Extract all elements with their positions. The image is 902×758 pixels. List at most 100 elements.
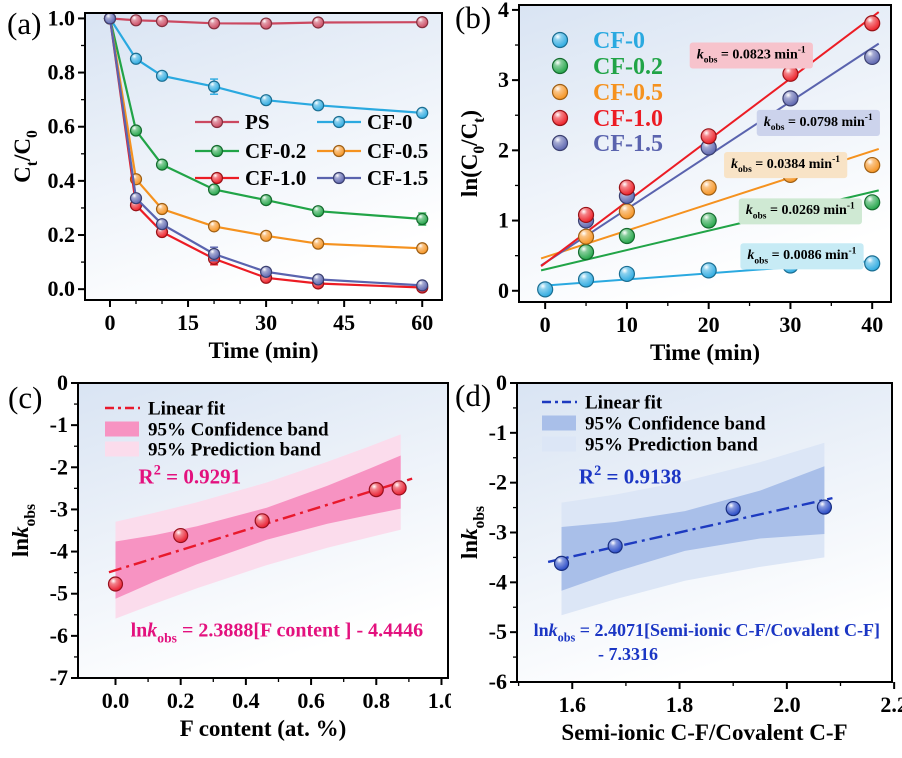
data-point	[312, 99, 325, 112]
chart-d: 1.6 1.8 2.0 2.2 Semi-ionic C-F/Covalent C-F 0…	[457, 370, 902, 745]
legend-label: Linear fit	[585, 392, 663, 413]
panel-c: 0.0 0.2 0.4 0.6 0.8 1.0 F content (at. %) 0 -1 -2…	[0, 370, 455, 758]
annotation-b-1: kobs = 0.0798 min-1	[764, 113, 873, 133]
legend-label: CF-0	[367, 110, 413, 134]
data-point	[332, 115, 346, 129]
data-point	[260, 193, 273, 207]
legend: CF-0CF-0.2CF-0.5CF-1.0CF-1.5	[551, 28, 663, 157]
data-point	[210, 171, 224, 185]
legend-band-sample	[542, 436, 576, 452]
y-tick-label: -2	[489, 470, 507, 495]
x-tick-label: 1.8	[666, 692, 694, 717]
data-point	[551, 83, 569, 101]
x-axis-title: Time (min)	[650, 340, 760, 365]
data-point	[607, 538, 623, 554]
data-point	[129, 52, 143, 65]
y-tick-label: 0	[57, 372, 68, 395]
y-tick-label: 0.2	[48, 222, 76, 247]
x-tick-label: 30	[255, 310, 277, 335]
x-tick-label: 45	[333, 310, 355, 335]
panel-d: 1.6 1.8 2.0 2.2 Semi-ionic C-F/Covalent C-F 0…	[451, 370, 902, 758]
x-tick-label: 40	[861, 312, 883, 337]
data-point	[618, 227, 636, 245]
y-tick-label: -3	[489, 520, 507, 545]
annotation-bg	[724, 152, 848, 179]
data-point	[577, 271, 595, 288]
data-point	[551, 57, 569, 75]
annotation-b-3: kobs = 0.0269 min-1	[746, 201, 855, 221]
y-tick-label: 0.6	[48, 114, 76, 139]
data-point	[260, 94, 273, 107]
data-point	[207, 183, 221, 196]
y-tick-label: 2	[498, 137, 509, 162]
y-axis: 0.0 0.2 0.4 0.6 0.8 1.0 Ct/C0	[10, 5, 85, 301]
x-tick-label: 1.6	[559, 692, 587, 717]
data-point	[618, 265, 636, 283]
annotation-c-0: R2 = 0.9291	[139, 462, 242, 488]
annotation-bg	[740, 243, 864, 270]
legend-label: CF-0.5	[367, 139, 428, 163]
legend-band-sample	[105, 421, 139, 437]
data-point	[155, 218, 169, 231]
data-point	[312, 205, 325, 218]
x-tick-label: 0	[540, 312, 551, 337]
legend-label: CF-0.5	[593, 80, 663, 106]
data-point	[700, 179, 717, 196]
data-point	[312, 237, 325, 250]
data-point	[254, 513, 270, 529]
y-tick-label: -1	[489, 420, 507, 445]
x-tick-label: 30	[779, 312, 801, 337]
data-point	[391, 480, 407, 496]
data-point	[553, 555, 570, 571]
data-point	[207, 220, 221, 233]
data-points	[107, 480, 407, 592]
data-point	[700, 262, 717, 279]
legend-label: 95% Confidence band	[585, 413, 766, 434]
data-point	[700, 212, 717, 229]
data-point	[312, 273, 325, 286]
data-point	[207, 17, 221, 30]
y-tick-label: -2	[50, 454, 68, 479]
data-point	[129, 14, 143, 27]
x-tick-label: 15	[177, 310, 199, 335]
y-tick-label: -3	[50, 496, 68, 521]
data-point	[416, 106, 429, 120]
annotation-d-0: R2 = 0.9138	[579, 463, 682, 489]
y-tick-label: -7	[50, 665, 68, 690]
y-axis-title: lnkobs	[457, 506, 488, 559]
panel-a-letter: (a)	[7, 6, 42, 41]
data-point	[312, 16, 325, 29]
x-tick-label: 0.4	[232, 688, 260, 713]
y-axis-title: ln(C0/Ct)	[457, 110, 488, 197]
legend-label: CF-1.0	[245, 166, 306, 190]
data-point	[864, 194, 881, 211]
legend-label: CF-0.2	[245, 139, 306, 163]
y-axis: 0 -1 -2 -3 -4 -5 -6 -7 lnkobs	[8, 370, 78, 690]
legend-label: 95% Prediction band	[585, 434, 758, 455]
data-point	[260, 229, 273, 242]
data-point	[816, 499, 833, 515]
x-tick-label: 0	[104, 310, 115, 335]
y-axis: 0 -1 -2 -3 -4 -5 -6 lnkobs	[457, 370, 517, 694]
data-point	[577, 228, 595, 245]
x-tick-label: 2.2	[880, 692, 902, 717]
x-tick-label: 60	[411, 310, 433, 335]
data-point	[260, 265, 273, 278]
y-tick-label: 0.8	[48, 60, 76, 85]
data-point	[864, 15, 881, 32]
y-tick-label: -6	[50, 623, 68, 648]
data-point	[416, 16, 429, 29]
data-point	[210, 144, 224, 158]
legend-label: 95% Confidence band	[148, 419, 329, 440]
legend-label: CF-0	[593, 28, 645, 54]
series-CF-1.5	[577, 48, 881, 229]
x-axis-title: Semi-ionic C-F/Covalent C-F	[561, 720, 847, 745]
series-CF-0.2	[103, 12, 429, 226]
legend-label: Linear fit	[148, 398, 226, 419]
x-axis: 1.6 1.8 2.0 2.2 Semi-ionic C-F/Covalent C-F	[517, 682, 902, 745]
data-point	[103, 12, 117, 25]
